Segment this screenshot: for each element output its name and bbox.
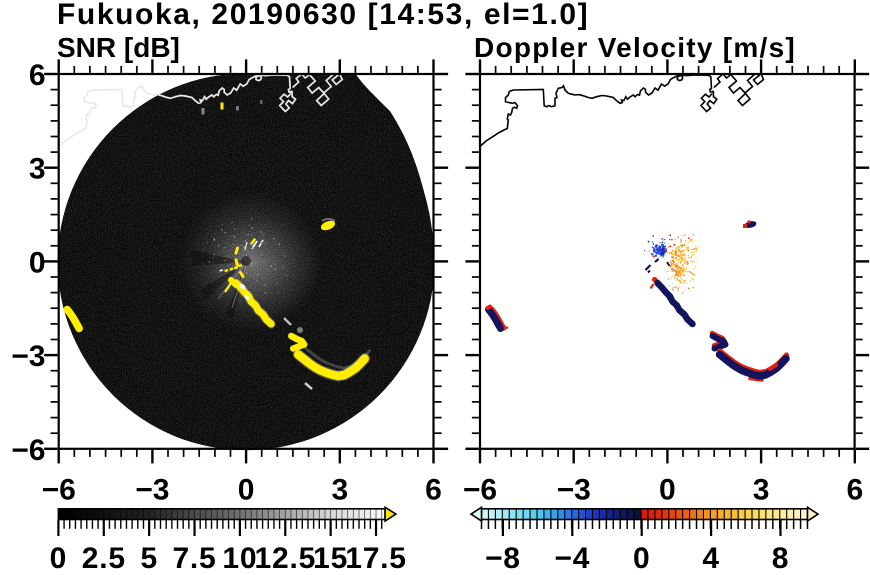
svg-text:0: 0 — [238, 474, 255, 507]
svg-text:SNR [dB]: SNR [dB] — [57, 32, 180, 63]
svg-text:−3: −3 — [135, 474, 169, 507]
svg-text:12.5: 12.5 — [255, 542, 317, 570]
svg-text:−8: −8 — [485, 542, 521, 570]
svg-text:17.5: 17.5 — [345, 542, 407, 570]
svg-text:3: 3 — [331, 474, 348, 507]
svg-text:3: 3 — [753, 474, 770, 507]
svg-text:0: 0 — [659, 474, 676, 507]
svg-text:6: 6 — [425, 474, 442, 507]
svg-text:15: 15 — [313, 542, 348, 570]
svg-text:Doppler Velocity [m/s]: Doppler Velocity [m/s] — [474, 32, 796, 63]
svg-text:Fukuoka, 20190630 [14:53, el=1: Fukuoka, 20190630 [14:53, el=1.0] — [57, 0, 589, 31]
svg-text:−3: −3 — [11, 340, 45, 373]
svg-text:0: 0 — [50, 542, 68, 570]
svg-text:6: 6 — [846, 474, 863, 507]
svg-text:0: 0 — [633, 542, 651, 570]
svg-text:2.5: 2.5 — [82, 542, 126, 570]
svg-text:−3: −3 — [557, 474, 591, 507]
svg-text:4: 4 — [702, 542, 720, 570]
svg-text:6: 6 — [29, 59, 46, 92]
svg-text:0: 0 — [29, 246, 46, 279]
svg-text:5: 5 — [140, 542, 158, 570]
svg-text:−4: −4 — [554, 542, 590, 570]
svg-text:3: 3 — [29, 153, 46, 186]
svg-text:7.5: 7.5 — [172, 542, 216, 570]
svg-text:−6: −6 — [11, 434, 45, 467]
svg-text:−6: −6 — [42, 474, 76, 507]
svg-text:−6: −6 — [463, 474, 497, 507]
svg-text:10: 10 — [222, 542, 257, 570]
svg-text:8: 8 — [772, 542, 790, 570]
